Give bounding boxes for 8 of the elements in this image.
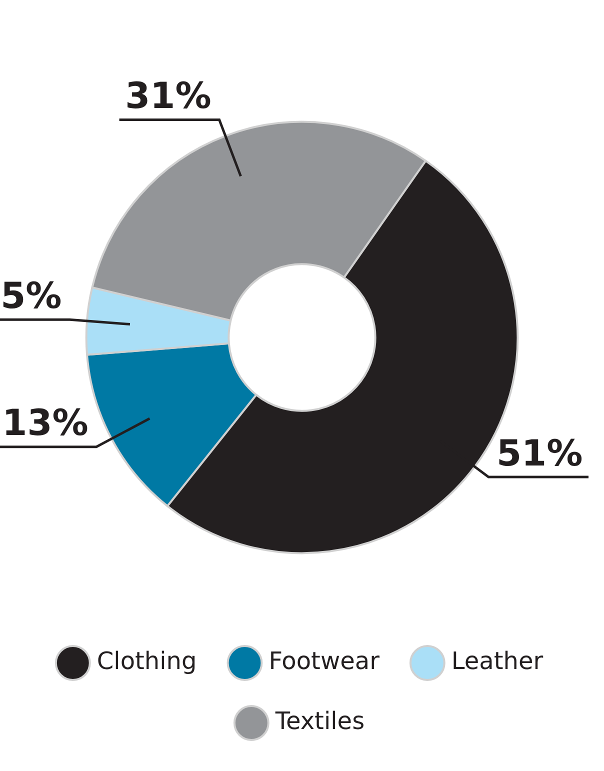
legend-label: Clothing <box>96 647 197 676</box>
data-label: 31% <box>125 76 212 118</box>
legend-label: Textiles <box>274 707 365 736</box>
legend-label: Footwear <box>268 647 380 676</box>
data-label: 51% <box>496 433 583 474</box>
legend-label: Leather <box>451 647 544 676</box>
data-label: 13% <box>2 403 88 444</box>
data-label: 5% <box>0 276 62 317</box>
